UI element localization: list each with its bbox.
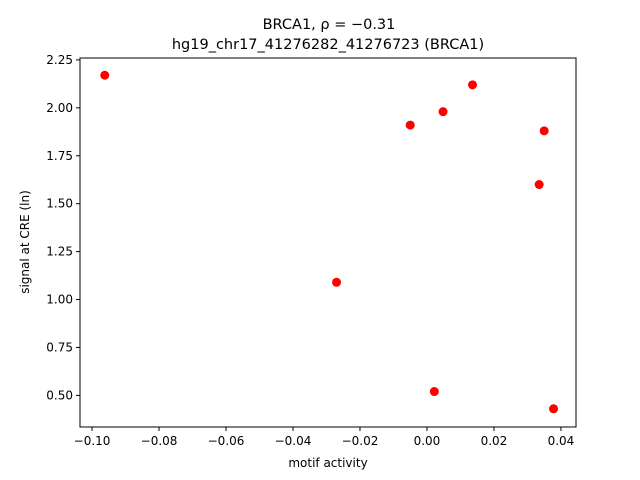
x-tick-label: −0.04 xyxy=(275,434,312,448)
data-point xyxy=(405,120,415,130)
plot-area-frame xyxy=(79,57,577,428)
y-tick-label: 2.00 xyxy=(46,101,73,115)
data-point xyxy=(100,70,110,80)
data-point xyxy=(429,387,439,397)
x-tick-label: 0.04 xyxy=(548,434,575,448)
data-point xyxy=(539,126,549,136)
y-tick-label: 0.50 xyxy=(46,388,73,402)
x-tick-label: −0.08 xyxy=(141,434,178,448)
data-point xyxy=(438,107,448,117)
y-tick-label: 1.50 xyxy=(46,197,73,211)
data-points xyxy=(100,70,559,414)
data-point xyxy=(468,80,478,90)
x-tick-label: −0.02 xyxy=(342,434,379,448)
x-tick-label: −0.10 xyxy=(74,434,111,448)
x-tick-label: 0.00 xyxy=(414,434,441,448)
y-axis-ticks: 0.50 0.75 1.00 1.25 1.50 1.75 2.00 2.25 xyxy=(46,53,80,402)
data-point xyxy=(534,180,544,190)
data-point xyxy=(332,277,342,287)
y-tick-label: 1.75 xyxy=(46,149,73,163)
chart-title-line2: hg19_chr17_41276282_41276723 (BRCA1) xyxy=(172,37,484,53)
y-tick-label: 1.00 xyxy=(46,293,73,307)
y-tick-label: 1.25 xyxy=(46,245,73,259)
y-tick-label: 2.25 xyxy=(46,53,73,67)
x-axis-ticks: −0.10 −0.08 −0.06 −0.04 −0.02 0.00 0.02 0.04 xyxy=(74,427,575,448)
x-tick-label: −0.06 xyxy=(208,434,245,448)
y-tick-label: 0.75 xyxy=(46,340,73,354)
y-axis-label: signal at CRE (ln) xyxy=(18,190,32,294)
x-axis-label: motif activity xyxy=(288,456,367,470)
chart-title-line1: BRCA1, ρ = −0.31 xyxy=(263,17,396,33)
data-point xyxy=(549,404,559,414)
x-tick-label: 0.02 xyxy=(481,434,508,448)
